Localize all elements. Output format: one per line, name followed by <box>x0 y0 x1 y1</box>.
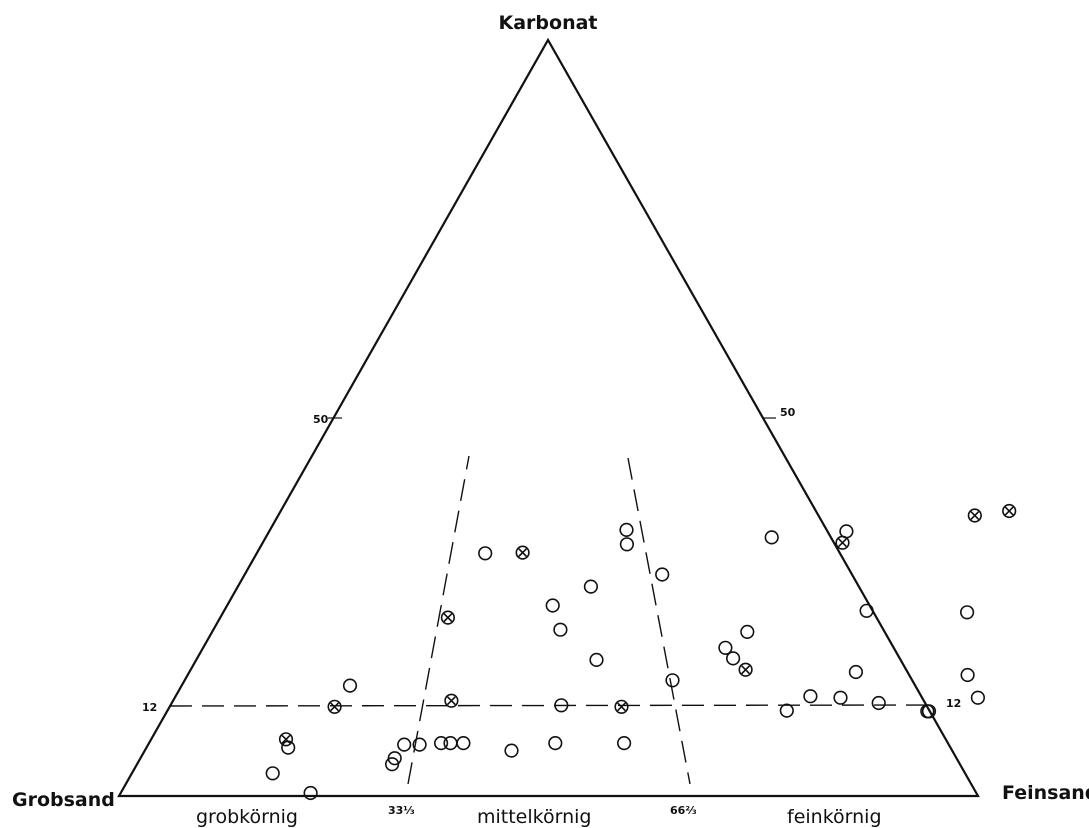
open-circle-point <box>859 603 874 618</box>
crossed-circle-point <box>515 545 530 560</box>
open-circle-point <box>434 735 449 751</box>
tick-label-right-50: 50 <box>780 406 796 419</box>
open-circle-point <box>443 735 458 751</box>
crossed-circle-point <box>1002 503 1017 519</box>
open-circle-point <box>921 704 937 719</box>
open-circle-point <box>589 652 604 668</box>
open-circle-point <box>385 757 400 772</box>
open-circle-point <box>342 678 358 693</box>
open-circle-point <box>553 622 568 637</box>
zone-label-feinkornig: feinkörnig <box>787 806 882 828</box>
open-circle-point <box>970 690 986 705</box>
zone-label-mittelkornig: mittelkörnig <box>477 806 591 828</box>
crossed-circle-point <box>440 610 456 625</box>
boundary-33-dashed-line <box>407 455 470 785</box>
corner-label-grobsand: Grobsand <box>12 789 115 811</box>
triangle-frame <box>117 37 980 798</box>
crossed-circle-point <box>614 699 629 714</box>
open-circle-point <box>303 785 318 801</box>
base-label-66: 66⅔ <box>670 804 697 817</box>
open-circle-point <box>665 673 680 688</box>
open-circle-point <box>740 624 755 640</box>
crossed-circle-point <box>835 535 850 550</box>
karbonat-12-dashed-line <box>169 704 939 707</box>
open-circle-point <box>504 743 519 758</box>
base-label-33: 33⅓ <box>388 804 415 817</box>
tick-label-left-12: 12 <box>142 701 157 714</box>
open-circle-point <box>265 766 280 781</box>
open-circle-point <box>655 567 670 582</box>
open-circle-point <box>583 579 599 594</box>
tick-label-left-50: 50 <box>313 413 329 426</box>
open-circle-point <box>848 664 864 680</box>
open-circle-point <box>456 735 471 751</box>
open-circle-point <box>478 546 493 561</box>
open-circle-point <box>554 698 569 713</box>
open-circle-point <box>803 689 818 704</box>
crossed-circle-point <box>278 732 294 747</box>
open-circle-point <box>619 537 635 552</box>
open-circle-point <box>959 605 975 620</box>
open-circle-point <box>764 530 779 545</box>
open-circle-point <box>960 667 975 683</box>
zone-label-grobkornig: grobkörnig <box>196 806 298 828</box>
open-circle-point <box>833 690 848 705</box>
corner-label-feinsand: Feinsand <box>1002 782 1089 804</box>
crossed-circle-point <box>967 508 982 523</box>
open-circle-point <box>397 737 412 752</box>
open-circle-point <box>548 735 563 751</box>
boundary-66-dashed-line <box>627 457 691 785</box>
open-circle-point <box>725 651 741 666</box>
open-circle-point <box>779 703 794 718</box>
open-circle-point <box>871 695 886 711</box>
open-circle-point <box>616 735 632 751</box>
apex-label-karbonat: Karbonat <box>499 12 598 34</box>
crossed-circle-point <box>327 699 342 714</box>
tick-label-right-12: 12 <box>946 697 961 710</box>
open-circle-point <box>619 522 634 538</box>
open-circle-point <box>412 737 427 752</box>
crossed-circle-point <box>444 693 459 708</box>
crossed-circle-point <box>738 662 753 677</box>
data-points <box>265 503 1017 801</box>
open-circle-point <box>545 598 560 613</box>
open-circle-point <box>718 640 733 655</box>
open-circle-point <box>281 740 296 755</box>
